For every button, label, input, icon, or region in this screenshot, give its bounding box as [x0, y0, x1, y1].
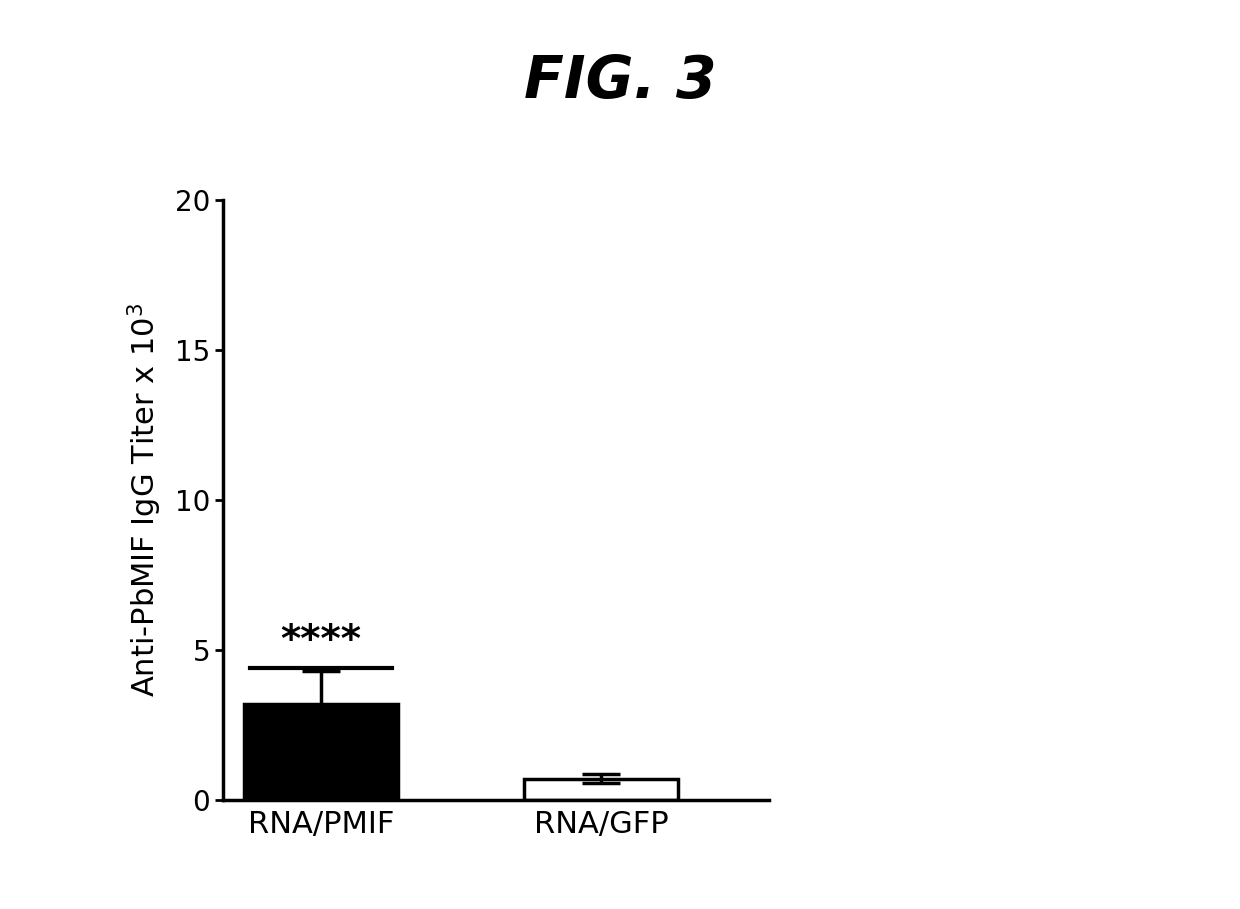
Y-axis label: Anti-PbMIF IgG Titer x 10$^{3}$: Anti-PbMIF IgG Titer x 10$^{3}$: [125, 303, 164, 697]
Bar: [525, 779, 678, 800]
Text: FIG. 3: FIG. 3: [523, 54, 717, 110]
Text: ****: ****: [280, 623, 362, 661]
Bar: [244, 704, 398, 800]
